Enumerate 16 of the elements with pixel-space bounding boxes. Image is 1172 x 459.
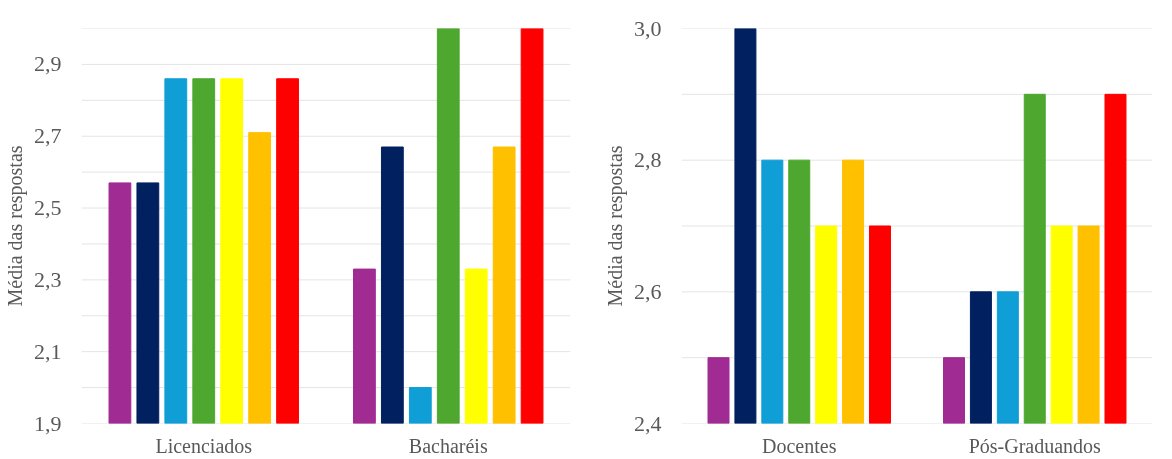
y-tick-label: 3,0 [634, 15, 662, 41]
y-axis-title: Média das respostas [604, 145, 627, 307]
x-tick-label: Licenciados [155, 434, 253, 457]
y-tick-label: 2,7 [34, 123, 62, 149]
y-tick-label: 2,5 [34, 195, 62, 221]
y-tick-label: 2,1 [34, 338, 62, 364]
x-tick-label: Bacharéis [408, 434, 488, 457]
x-tick-label: Pós-Graduandos [968, 434, 1102, 457]
y-tick-label: 2,6 [634, 278, 662, 304]
y-tick-label: 1,9 [34, 410, 62, 436]
y-tick-label: 2,3 [34, 266, 62, 292]
y-axis-title: Média das respostas [4, 145, 27, 307]
x-tick-label: Docentes [762, 434, 837, 457]
y-tick-label: 2,9 [34, 51, 62, 77]
y-tick-label: 2,4 [634, 410, 662, 436]
y-tick-label: 2,8 [634, 147, 662, 173]
